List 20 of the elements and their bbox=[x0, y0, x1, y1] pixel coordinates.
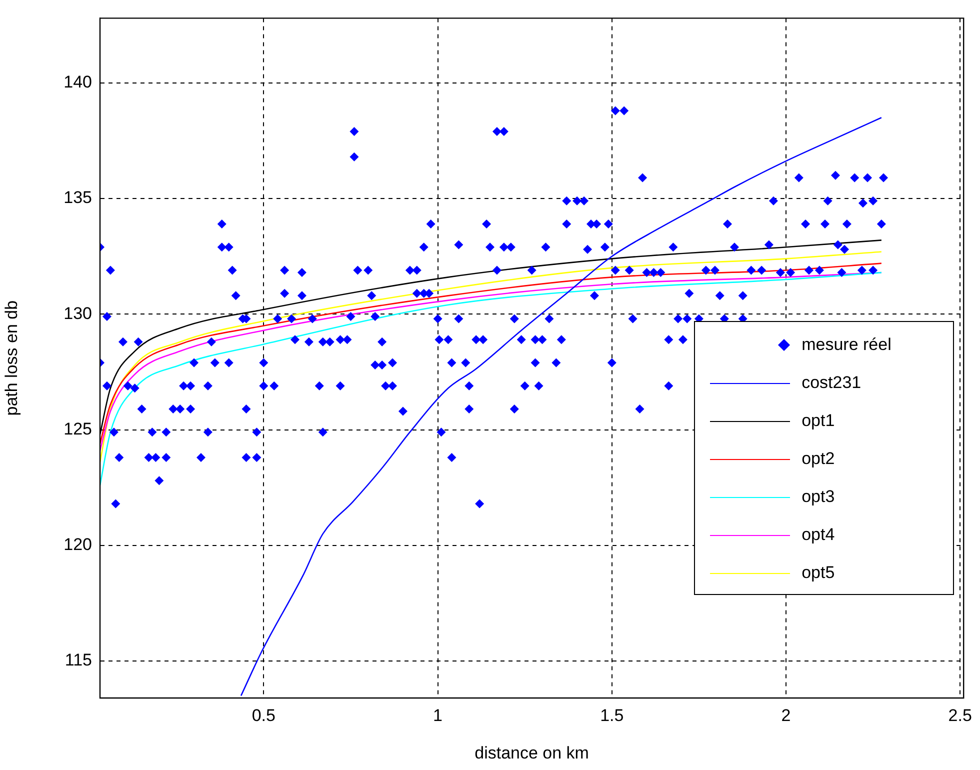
x-tick-label: 1.5 bbox=[600, 706, 624, 725]
legend-label: mesure réel bbox=[802, 335, 892, 356]
x-axis-title: distance on km bbox=[474, 743, 589, 762]
x-tick-label: 1 bbox=[433, 706, 443, 725]
x-tick-label: 0.5 bbox=[252, 706, 276, 725]
y-tick-label: 115 bbox=[64, 650, 92, 670]
y-tick-label: 135 bbox=[64, 188, 92, 208]
legend-label: cost231 bbox=[802, 373, 862, 394]
legend-label: opt4 bbox=[802, 525, 835, 546]
y-tick-label: 120 bbox=[64, 535, 92, 554]
y-axis-title: path loss en db bbox=[2, 300, 21, 416]
legend-label: opt1 bbox=[802, 411, 835, 432]
y-tick-label: 125 bbox=[64, 419, 92, 438]
legend-label: opt2 bbox=[802, 449, 835, 470]
x-tick-label: 2.5 bbox=[948, 706, 972, 725]
y-tick-label: 130 bbox=[64, 304, 92, 323]
legend-label: opt5 bbox=[802, 563, 835, 584]
legend-label: opt3 bbox=[802, 487, 835, 508]
y-tick-label: 140 bbox=[64, 72, 92, 92]
x-tick-label: 2 bbox=[781, 706, 791, 725]
